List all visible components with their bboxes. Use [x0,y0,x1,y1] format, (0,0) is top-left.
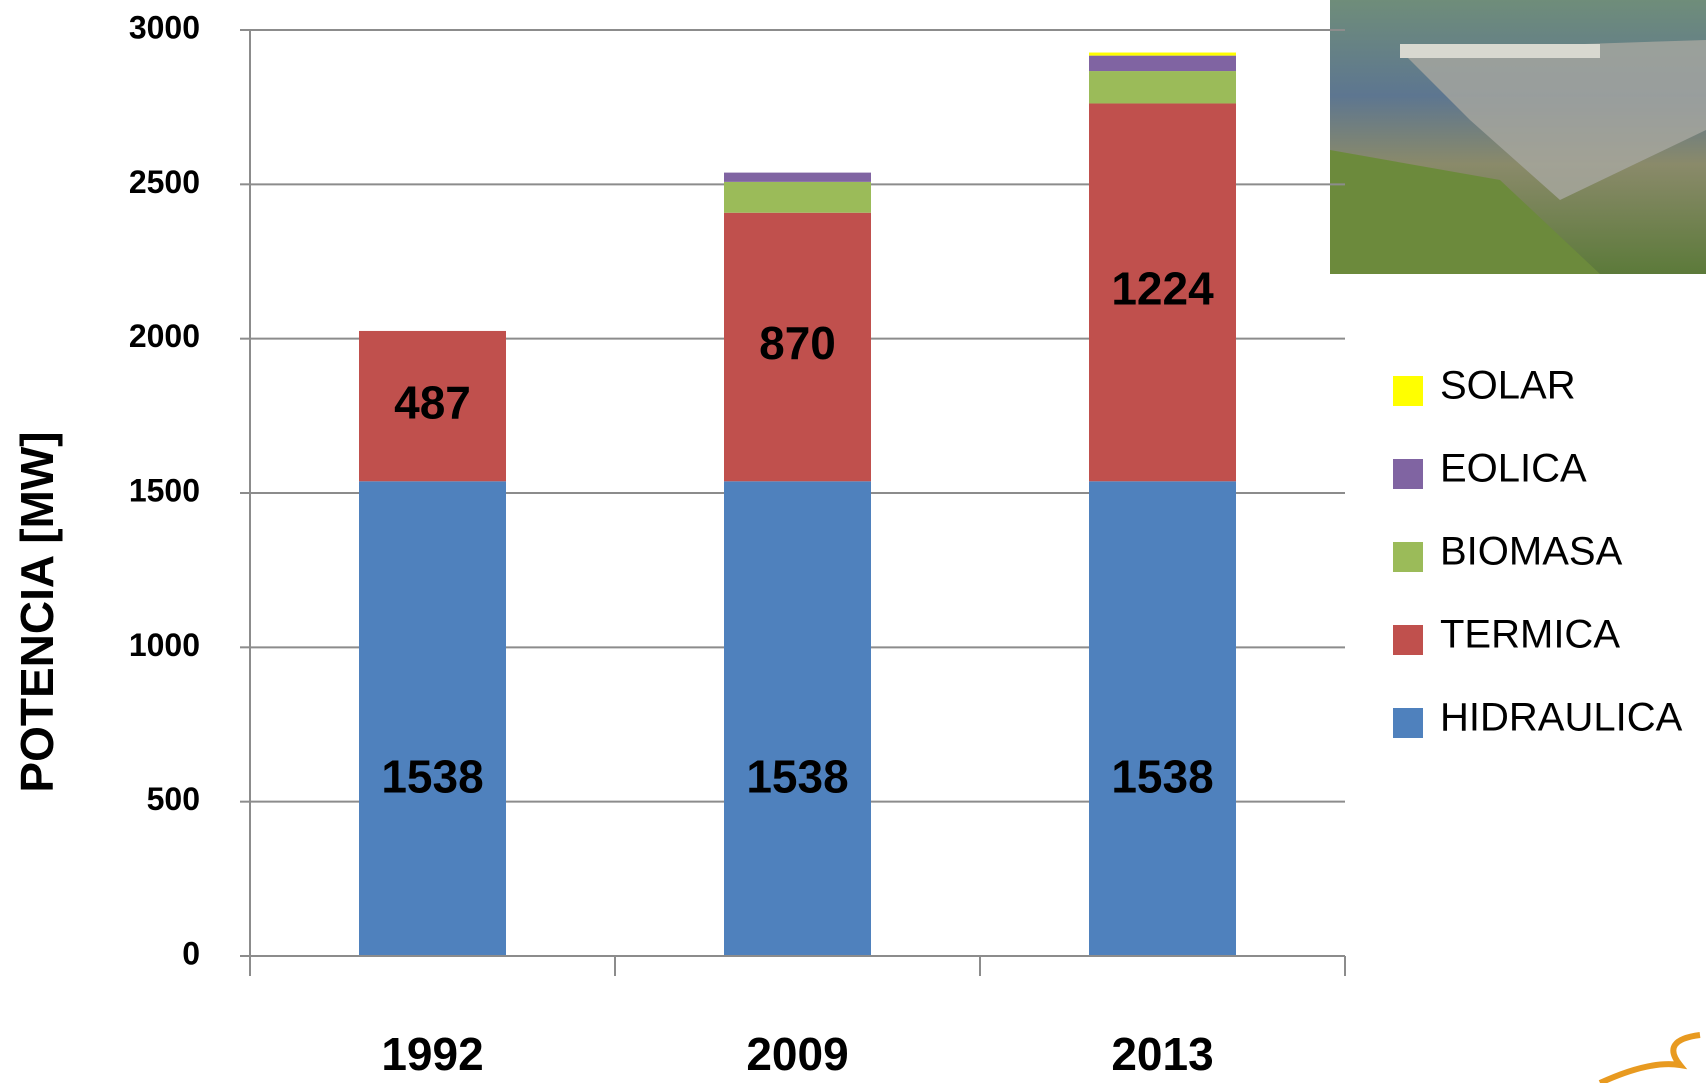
legend-swatch [1393,459,1423,489]
bar-segment [1089,53,1236,56]
bar-segment [1089,481,1236,956]
legend-label: BIOMASA [1440,530,1623,574]
x-tick-label: 2013 [1111,1028,1213,1080]
chart: POTENCIA [MW] 0 500 1000 1500 2000 2500 3000 15… [0,0,1706,1083]
logo [1600,1035,1700,1083]
bar-segment [359,481,506,956]
legend-swatch [1393,376,1423,406]
data-label: 1538 [746,751,848,803]
data-label: 1538 [1111,751,1213,803]
legend-label: TERMICA [1440,613,1620,657]
legend-swatch [1393,708,1423,738]
bar-segment [724,173,871,182]
y-axis-title: POTENCIA [MW] [11,431,63,792]
bar-segment [1089,56,1236,71]
y-tick-label: 2000 [129,318,200,354]
data-label: 1538 [381,751,483,803]
legend-label: HIDRAULICA [1440,696,1683,740]
x-tick-label: 2009 [746,1028,848,1080]
bar-segment [724,481,871,956]
data-label: 870 [759,317,836,369]
y-tick-label: 1500 [129,472,200,508]
photo [1330,0,1706,274]
bar-segment [724,182,871,213]
data-label: 1224 [1111,263,1214,315]
y-tick-label: 1000 [129,627,200,663]
legend-label: SOLAR [1440,364,1576,408]
x-tick-label: 1992 [381,1028,483,1080]
y-tick-label: 3000 [129,9,200,45]
legend-swatch [1393,625,1423,655]
bar-segment [1089,71,1236,103]
legend-swatch [1393,542,1423,572]
data-label: 487 [394,376,471,428]
y-tick-label: 500 [147,781,200,817]
y-tick-label: 2500 [129,164,200,200]
legend-label: EOLICA [1440,447,1587,491]
y-tick-label: 0 [182,935,200,971]
